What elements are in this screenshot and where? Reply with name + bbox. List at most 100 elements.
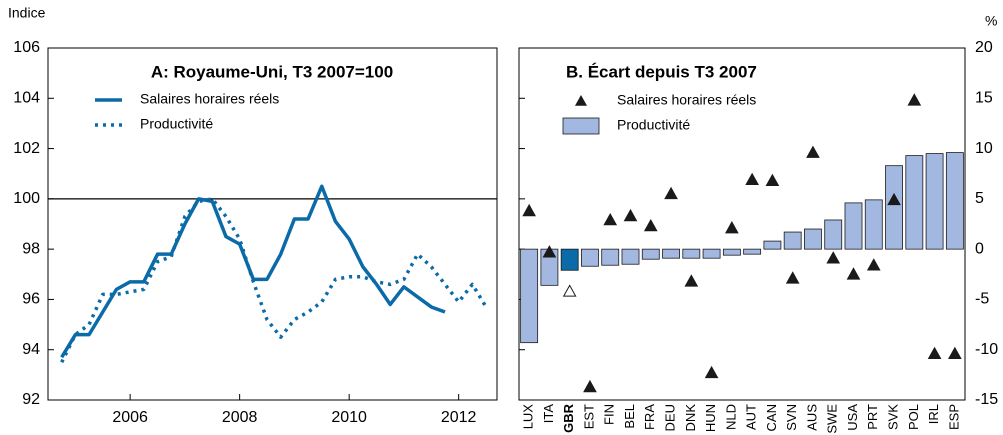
x-tick-label: USA xyxy=(845,404,860,431)
bar xyxy=(702,248,721,259)
legend-swatch xyxy=(575,95,587,106)
y-tick-label: -10 xyxy=(975,341,998,358)
x-tick-label: NLD xyxy=(723,404,738,430)
chart-title: B. Écart depuis T3 2007 xyxy=(566,62,757,81)
marker xyxy=(806,145,820,158)
y-tick-label: 104 xyxy=(13,90,40,107)
marker xyxy=(887,192,901,206)
x-tick-label: SVK xyxy=(885,404,900,430)
x-tick-label: 2008 xyxy=(222,409,258,426)
x-tick-label: IRL xyxy=(926,404,941,424)
x-tick-label: 2012 xyxy=(441,409,477,426)
bar xyxy=(885,165,903,250)
y-tick-label: -5 xyxy=(975,291,989,308)
x-tick-label: DEU xyxy=(662,404,677,431)
legend-swatch xyxy=(562,117,600,135)
marker xyxy=(704,365,719,379)
marker xyxy=(846,267,861,280)
legend-label: Productivité xyxy=(617,117,690,133)
bar xyxy=(601,248,620,266)
y-tick-label: -15 xyxy=(975,391,998,408)
x-tick-label: BEL xyxy=(622,404,637,429)
bar xyxy=(722,248,741,256)
y-tick-label: 102 xyxy=(13,140,40,157)
y-tick-label: 10 xyxy=(975,140,993,157)
marker xyxy=(684,274,699,287)
marker xyxy=(623,208,638,222)
data-line xyxy=(60,197,488,364)
y-tick-label: 5 xyxy=(975,190,984,207)
x-tick-label: LUX xyxy=(521,404,536,430)
x-tick-label: GBR xyxy=(561,403,576,433)
y-tick-label: 106 xyxy=(13,39,40,56)
x-tick-label: ITA xyxy=(541,404,556,424)
x-tick-label: CAN xyxy=(764,404,779,431)
y-axis-label: % xyxy=(985,13,997,29)
marker xyxy=(826,251,841,264)
marker xyxy=(785,271,800,284)
x-tick-label: DNK xyxy=(683,404,698,432)
marker xyxy=(765,173,780,187)
x-tick-label: 2010 xyxy=(331,409,367,426)
marker xyxy=(948,346,962,360)
marker xyxy=(643,218,658,232)
marker xyxy=(664,186,678,200)
marker xyxy=(745,172,759,186)
y-tick-label: 94 xyxy=(22,341,40,358)
marker xyxy=(542,245,557,258)
x-tick-label: AUT xyxy=(744,404,759,430)
bar xyxy=(763,240,782,250)
x-tick-label: ESP xyxy=(946,404,961,430)
x-tick-label: AUS xyxy=(804,404,819,431)
legend-label: Salaires horaires réels xyxy=(617,92,756,108)
bar xyxy=(864,199,883,250)
chart-title: A: Royaume-Uni, T3 2007=100 xyxy=(151,62,393,81)
x-tick-label: SVN xyxy=(784,404,799,431)
marker xyxy=(725,220,739,234)
x-tick-label: 2006 xyxy=(112,409,148,426)
bar xyxy=(743,248,762,255)
marker xyxy=(522,203,536,217)
bar xyxy=(581,248,599,267)
y-tick-label: 98 xyxy=(22,240,40,257)
bar xyxy=(621,248,640,265)
marker xyxy=(866,258,881,271)
y-tick-label: 92 xyxy=(22,391,40,408)
bar xyxy=(641,248,660,260)
bar xyxy=(682,248,701,259)
marker xyxy=(927,346,942,360)
data-line xyxy=(60,184,446,359)
y-axis-label: Indice xyxy=(8,5,46,21)
x-tick-label: SWE xyxy=(825,404,840,434)
x-tick-label: FIN xyxy=(602,404,617,425)
marker xyxy=(603,212,618,226)
bar xyxy=(520,248,539,344)
bar xyxy=(945,152,964,250)
plot-frame xyxy=(518,47,966,401)
x-tick-label: EST xyxy=(581,404,596,429)
x-tick-label: FRA xyxy=(642,404,657,430)
bar xyxy=(844,202,863,250)
y-tick-label: 0 xyxy=(975,240,984,257)
y-tick-label: 20 xyxy=(975,39,993,56)
legend-label: Productivité xyxy=(140,116,213,132)
bar xyxy=(824,219,843,250)
x-tick-label: POL xyxy=(906,404,921,430)
bar xyxy=(783,231,802,250)
bar xyxy=(560,248,579,271)
marker xyxy=(907,93,922,106)
x-tick-label: HUN xyxy=(703,404,718,432)
bar xyxy=(905,155,924,250)
bar xyxy=(804,228,822,250)
y-tick-label: 96 xyxy=(22,291,40,308)
marker xyxy=(562,284,577,297)
y-tick-label: 100 xyxy=(13,190,40,207)
legend-label: Salaires horaires réels xyxy=(140,91,279,107)
x-tick-label: PRT xyxy=(865,404,880,430)
plot-frame xyxy=(47,47,498,401)
bar xyxy=(662,248,680,259)
y-tick-label: 15 xyxy=(975,90,993,107)
marker xyxy=(583,379,597,393)
bar xyxy=(925,153,944,250)
